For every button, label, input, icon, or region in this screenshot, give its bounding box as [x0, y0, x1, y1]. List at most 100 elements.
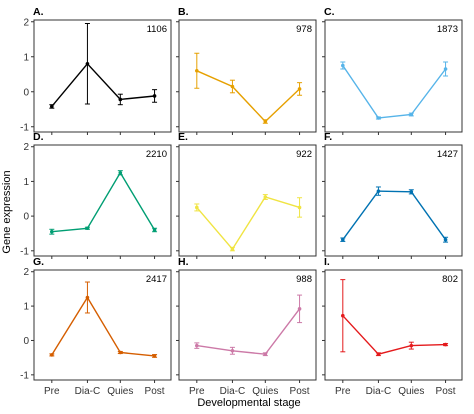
- panel-2-data-point: [263, 119, 268, 124]
- panel-1: A. 1106 -1 0 1 2: [20, 6, 172, 135]
- x-tick-label: Pre: [189, 386, 205, 397]
- panel-3-data-point: [443, 67, 448, 71]
- panel-2-frame: [178, 19, 317, 133]
- panel-9: I. 802 Pre Dia-C Quies Post: [322, 256, 463, 397]
- x-tick-label: Pre: [335, 386, 351, 397]
- x-tick-label: Post: [290, 386, 310, 397]
- panel-7-series-line: [51, 296, 155, 357]
- x-tick-label: Quies: [398, 386, 424, 397]
- panel-4: D. 2210 -1 0 1 2: [20, 131, 172, 259]
- panel-3-gene-count: 1873: [437, 24, 458, 35]
- y-tick-label: -1: [20, 246, 29, 257]
- panel-8-data-point: [263, 352, 268, 357]
- panel-1-frame: [33, 19, 172, 133]
- panel-1-letter: A.: [33, 6, 44, 18]
- panel-5-data-point: [263, 195, 268, 199]
- y-tick-label: 1: [23, 52, 29, 63]
- panel-5-frame: [178, 144, 317, 257]
- y-tick-label: 2: [23, 17, 29, 28]
- y-tick-label: 1: [23, 177, 29, 188]
- panel-5-data-point: [297, 205, 302, 210]
- panel-2-data-point: [195, 68, 199, 73]
- panel-6: F. 1427: [322, 131, 463, 259]
- panel-1-data-point: [118, 97, 123, 102]
- panel-7-gene-count: 2417: [146, 274, 167, 285]
- panel-4-data-point: [85, 226, 90, 231]
- panel-7-data-point: [50, 353, 54, 357]
- panel-9-frame: [324, 269, 463, 381]
- panel-9-data-point: [341, 313, 345, 318]
- x-tick-label: Dia-C: [220, 386, 246, 397]
- panel-3-data-point: [409, 112, 414, 117]
- panel-1-data-point: [85, 61, 90, 66]
- panel-7: G. 2417 -1 0 1 2 Pre Dia-C Quies Post: [20, 256, 172, 397]
- panel-5-letter: E.: [178, 131, 188, 143]
- panel-6-letter: F.: [324, 131, 332, 143]
- panel-3-series-line: [342, 65, 447, 119]
- y-tick-label: -1: [20, 370, 29, 381]
- panel-8-gene-count: 988: [296, 274, 312, 285]
- panel-grid: A. 1106 -1 0 1 2 B. 978 C. 1873 D. 2210 -1 0 1 2 E. 922 F.…: [20, 6, 463, 397]
- panel-1-data-point: [152, 94, 157, 98]
- panel-4-letter: D.: [33, 131, 44, 143]
- y-tick-label: 0: [23, 87, 29, 98]
- panel-7-data-point: [85, 295, 90, 300]
- panel-2-data-point: [297, 87, 302, 91]
- x-tick-label: Quies: [107, 386, 133, 397]
- panel-3-data-point: [341, 63, 345, 68]
- panel-8-data-point: [297, 307, 302, 311]
- panel-1-gene-count: 1106: [147, 24, 167, 35]
- panel-7-frame: [33, 269, 172, 381]
- y-tick-label: 0: [23, 212, 29, 223]
- panel-9-series-line: [342, 315, 446, 355]
- panel-8-letter: H.: [178, 256, 189, 268]
- panel-5: E. 922: [176, 131, 317, 259]
- panel-8: H. 988 Pre Dia-C Quies Post: [176, 256, 317, 397]
- panel-6-data-point: [376, 189, 381, 193]
- x-tick-label: Quies: [252, 386, 278, 397]
- panel-8-data-point: [230, 348, 235, 353]
- panel-1-data-point: [50, 104, 54, 109]
- y-tick-label: 1: [23, 302, 29, 313]
- panel-9-data-point: [443, 342, 448, 347]
- x-tick-label: Post: [436, 386, 456, 397]
- panel-6-data-point: [443, 237, 448, 242]
- panel-2-letter: B.: [178, 6, 189, 18]
- panel-3: C. 1873: [322, 6, 463, 135]
- panel-2: B. 978: [176, 6, 317, 135]
- panel-9-data-point: [409, 343, 414, 348]
- panel-9-data-point: [376, 352, 381, 357]
- panel-9-letter: I.: [324, 256, 330, 268]
- y-tick-label: -1: [20, 122, 29, 133]
- panel-5-series-line: [196, 196, 300, 251]
- panel-4-gene-count: 2210: [146, 149, 167, 160]
- panel-8-frame: [178, 269, 317, 381]
- x-tick-label: Dia-C: [75, 386, 101, 397]
- panel-4-frame: [33, 144, 172, 257]
- panel-2-gene-count: 978: [296, 24, 312, 35]
- panel-3-data-point: [376, 116, 381, 120]
- x-axis-title: Developmental stage: [197, 397, 300, 409]
- panel-1-series-line: [51, 62, 155, 107]
- panel-5-data-point: [195, 205, 199, 210]
- panel-5-gene-count: 922: [296, 149, 312, 160]
- panel-7-data-point: [118, 350, 123, 355]
- panel-8-series-line: [196, 308, 301, 355]
- panel-8-data-point: [195, 343, 199, 348]
- y-axis-title: Gene expression: [1, 170, 13, 253]
- panel-4-series-line: [51, 171, 156, 233]
- panel-7-letter: G.: [33, 256, 44, 268]
- y-tick-label: 2: [23, 267, 29, 278]
- panel-2-series-line: [196, 70, 301, 123]
- panel-4-data-point: [152, 228, 157, 232]
- panel-6-data-point: [341, 237, 345, 242]
- panel-4-data-point: [50, 229, 54, 234]
- panel-2-data-point: [230, 84, 235, 89]
- panel-5-data-point: [230, 247, 235, 251]
- panel-6-data-point: [409, 190, 414, 194]
- x-tick-label: Dia-C: [366, 386, 392, 397]
- panel-6-frame: [324, 144, 463, 257]
- panel-6-series-line: [342, 190, 447, 241]
- panel-6-gene-count: 1427: [437, 149, 458, 160]
